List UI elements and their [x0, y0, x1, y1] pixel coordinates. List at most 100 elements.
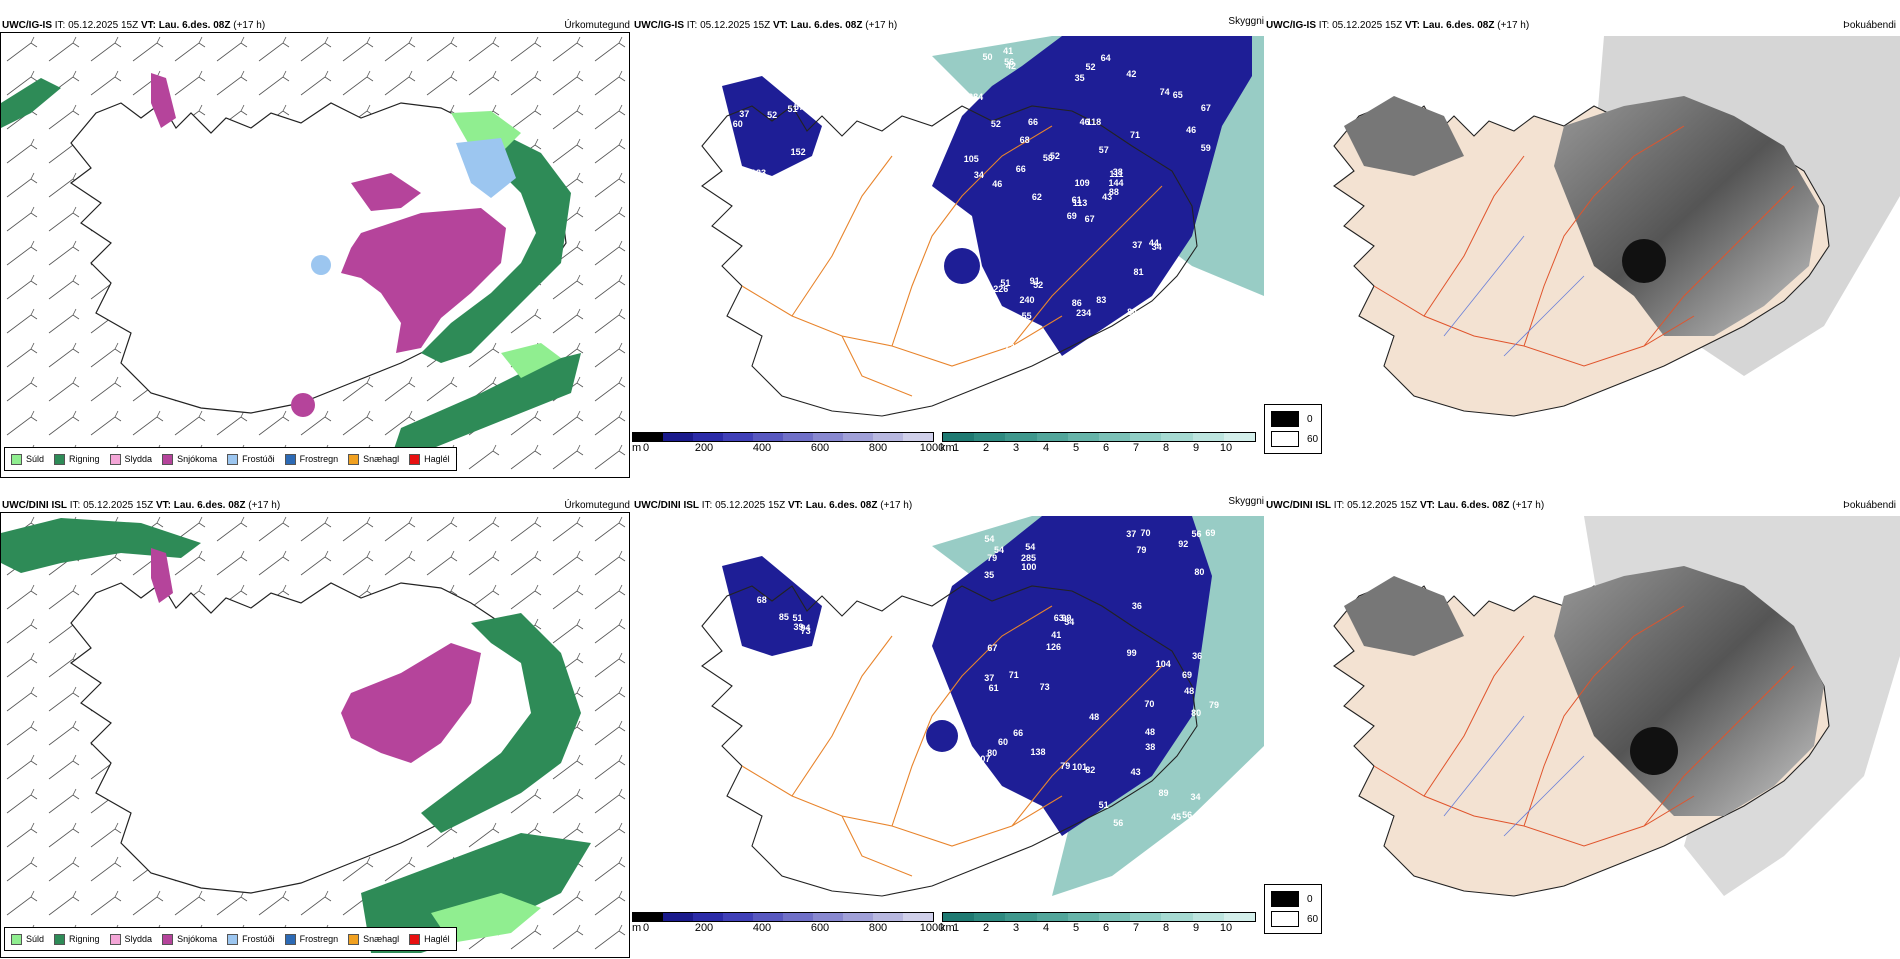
ceiling-value-label: 51 [1000, 277, 1011, 288]
color-step [663, 913, 693, 921]
color-step [1005, 433, 1037, 441]
ceiling-value-label: 61 [1071, 194, 1082, 205]
vt-value: Lau. 6.des. 08Z [158, 20, 231, 31]
ceiling-value-label: 37 [984, 672, 995, 683]
color-step [1161, 433, 1193, 441]
legend-swatch [109, 453, 121, 465]
legend-swatch [11, 933, 22, 945]
color-step [1067, 913, 1100, 921]
dense-fog-spot [1630, 727, 1678, 775]
fog-map-frame [1264, 516, 1900, 916]
ceiling-colorbar: m 0 200 400 600 800 1000 [632, 432, 944, 454]
ceiling-value-label: 41 [1051, 630, 1062, 641]
ceiling-value-label: 73 [1039, 681, 1050, 692]
low-ceiling-area [932, 516, 1212, 836]
ceiling-value-label: 82 [1085, 764, 1096, 775]
it-label: IT: [1318, 20, 1330, 31]
fog-legend-row: 60 [1271, 911, 1318, 927]
color-step [723, 913, 753, 921]
ceiling-map-frame: 67 52 113 118 111 52 42 118 51 43 42 120 46 67 69 71 73 5… [632, 36, 1264, 436]
field-name: Skyggni [1228, 16, 1264, 27]
snow-area-2 [351, 173, 421, 211]
ceiling-value-label: 39 [793, 622, 804, 633]
ceiling-value-label: 37 [739, 108, 750, 119]
ceiling-value-label: 118 [981, 309, 997, 320]
lead-time: (+17 h) [233, 20, 266, 31]
model-name: UWC/DINI ISL [1266, 500, 1331, 511]
color-step [1099, 433, 1131, 441]
road-network [1373, 125, 1795, 367]
legend-item: Snæhagl [348, 453, 399, 465]
colorbar-unit: m [632, 922, 642, 934]
it-label: IT: [69, 500, 81, 511]
color-step [974, 433, 1006, 441]
vt-label: VT: [1419, 500, 1435, 511]
ceiling-value-label: 70 [1140, 527, 1151, 538]
color-step [903, 913, 933, 921]
ceiling-value-label: 80 [987, 748, 998, 759]
color-step [903, 433, 933, 441]
ceiling-value-label: 52 [990, 119, 1001, 130]
ceiling-value-label: 99 [1061, 613, 1072, 624]
it-value: 05.12.2025 15Z [1332, 20, 1403, 31]
low-ceiling-west [722, 76, 822, 176]
ceiling-panel-top: UWC/IG-IS IT: 05.12.2025 15Z VT: Lau. 6.… [632, 14, 1322, 474]
ceiling-value-label: 56 [1191, 528, 1202, 539]
ceiling-value-label: 91 [1029, 275, 1040, 286]
dense-fog-spot [1622, 239, 1666, 283]
it-label: IT: [701, 500, 713, 511]
field-name: Úrkomutegund [564, 500, 630, 511]
ceiling-value-label: 55 [1021, 311, 1032, 322]
ceiling-value-label: 120 [1196, 336, 1212, 347]
ceiling-value-label: 60 [998, 736, 1009, 747]
visibility-colorbar: km 1 2 3 4 5 6 7 8 9 10 [940, 432, 1256, 454]
ceiling-value-label: 89 [1158, 788, 1169, 799]
legend-swatch [284, 933, 296, 945]
tick-label: 4 [1042, 442, 1050, 454]
fog-area [1554, 96, 1819, 336]
tick-label: 400 [752, 922, 772, 934]
iceland-coastline [701, 105, 1198, 417]
colorbar-unit: km [940, 922, 955, 934]
ceiling-value-label: 70 [1144, 698, 1155, 709]
tick-label: 3 [1012, 442, 1020, 454]
it-value: 05.12.2025 15Z [1347, 500, 1418, 511]
tick-label: 2 [982, 442, 990, 454]
fog-legend-row: 0 [1271, 891, 1313, 907]
vt-value: Lau. 6.des. 08Z [790, 20, 863, 31]
legend-label: Snæhagl [363, 934, 400, 944]
ceiling-value-label: 34 [1151, 241, 1162, 252]
vt-label: VT: [787, 500, 803, 511]
rain-area-north [1, 518, 201, 573]
fog-legend-row: 60 [1271, 431, 1318, 447]
legend-item: Snjókoma [162, 933, 217, 945]
ceiling-value-label: 73 [800, 625, 811, 636]
precip-map [1, 513, 631, 959]
legend-label: Slydda [124, 454, 153, 464]
ceiling-value-label: 52 [1033, 280, 1044, 291]
ceiling-value-label: 52 [1049, 151, 1060, 162]
ceiling-value-label: 79 [1060, 760, 1071, 771]
precip-map-frame: Súld Rigning Slydda Snjókoma Frostúði Fr… [0, 32, 631, 479]
ceiling-value-label: 234 [1076, 307, 1092, 318]
ceiling-value-label: 66 [1028, 117, 1039, 127]
color-step [843, 913, 873, 921]
ceiling-value-label: 34 [973, 169, 984, 180]
color-step [943, 433, 975, 441]
ceiling-value-label: 85 [778, 611, 789, 622]
rivers [1443, 715, 1585, 837]
tick-label: 7 [1132, 922, 1140, 934]
it-value: 05.12.2025 15Z [715, 500, 786, 511]
precip-type-panel-bottom: UWC/DINI ISL IT: 05.12.2025 15Z VT: Lau.… [0, 494, 632, 959]
ceiling-value-label: 123 [751, 167, 767, 178]
fog-legend-row: 0 [1271, 411, 1313, 427]
color-step [1099, 913, 1131, 921]
ceiling-value-label: 46 [992, 179, 1003, 190]
ceiling-value-label: 226 [993, 283, 1009, 294]
color-step [1192, 433, 1224, 441]
color-step [1161, 913, 1193, 921]
visibility-colorbar-strip [942, 432, 1256, 442]
ceiling-colorbar-strip [632, 912, 934, 922]
tick-label: 200 [694, 922, 714, 934]
ceiling-value-label: 100 [1021, 561, 1037, 572]
